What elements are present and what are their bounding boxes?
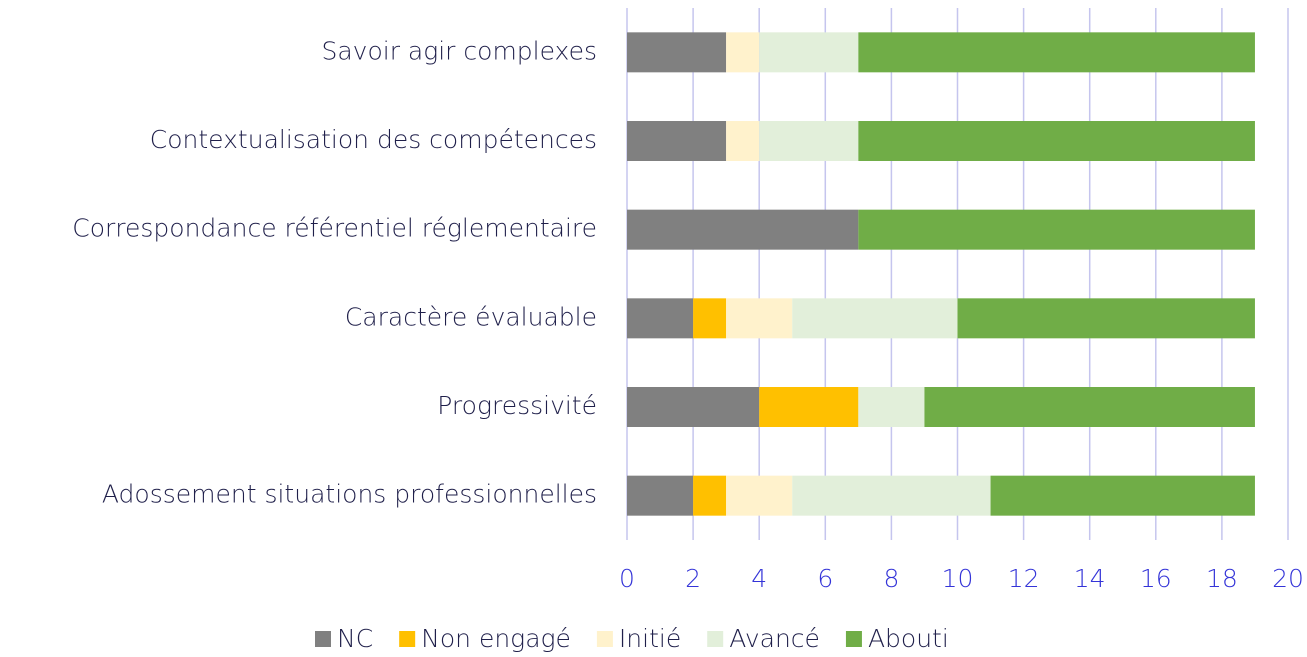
bar-segment: [627, 32, 727, 73]
bar-segment: [858, 32, 1255, 73]
x-tick-label: 10: [942, 564, 974, 593]
legend-label: Abouti: [868, 624, 949, 653]
bar-segment: [627, 209, 859, 250]
bar-segment: [693, 298, 727, 339]
bar-segment: [627, 387, 760, 427]
legend-swatch: [707, 631, 724, 647]
legend-label: NC: [337, 624, 373, 653]
y-tick-label: Savoir agir complexes: [321, 36, 597, 65]
bar-segment: [924, 387, 1255, 427]
y-tick-label: Progressivité: [437, 391, 597, 420]
legend-label: Non engagé: [421, 624, 571, 653]
bar-segment: [726, 32, 760, 73]
bar-segment: [726, 475, 793, 516]
legend-swatch: [596, 631, 613, 647]
bar-segment: [627, 298, 694, 339]
x-tick-label: 8: [883, 564, 899, 593]
legend-swatch: [845, 631, 862, 647]
bar-segment: [759, 32, 859, 73]
x-tick-label: 16: [1140, 564, 1172, 593]
bar-segment: [957, 298, 1255, 339]
bar-segment: [858, 209, 1255, 250]
bar-segment: [726, 298, 793, 339]
y-tick-label: Contextualisation des compétences: [150, 125, 597, 154]
x-tick-label: 2: [685, 564, 701, 593]
x-tick-label: 20: [1272, 564, 1304, 593]
y-tick-label: Correspondance référentiel réglementaire: [72, 214, 597, 243]
bar-segment: [627, 475, 694, 516]
y-tick-label: Caractère évaluable: [345, 302, 597, 331]
legend-swatch: [315, 631, 331, 647]
bar-segment: [858, 387, 925, 427]
x-tick-label: 6: [817, 564, 833, 593]
bar-segment: [726, 121, 760, 161]
legend-swatch: [399, 631, 416, 647]
x-tick-label: 0: [619, 564, 635, 593]
legend-label: Initié: [619, 624, 681, 653]
x-tick-label: 18: [1206, 564, 1238, 593]
x-tick-label: 12: [1008, 564, 1040, 593]
bar-segment: [627, 121, 727, 161]
bar-segment: [792, 298, 958, 339]
y-tick-label: Adossement situations professionnelles: [102, 480, 597, 509]
bar-segment: [693, 475, 727, 516]
bar-segment: [858, 121, 1255, 161]
bar-segment: [792, 475, 991, 516]
bar-segment: [759, 387, 859, 427]
legend-label: Avancé: [729, 624, 820, 653]
x-tick-label: 4: [751, 564, 767, 593]
x-tick-label: 14: [1074, 564, 1106, 593]
bar-segment: [759, 121, 859, 161]
bar-segment: [990, 475, 1255, 516]
